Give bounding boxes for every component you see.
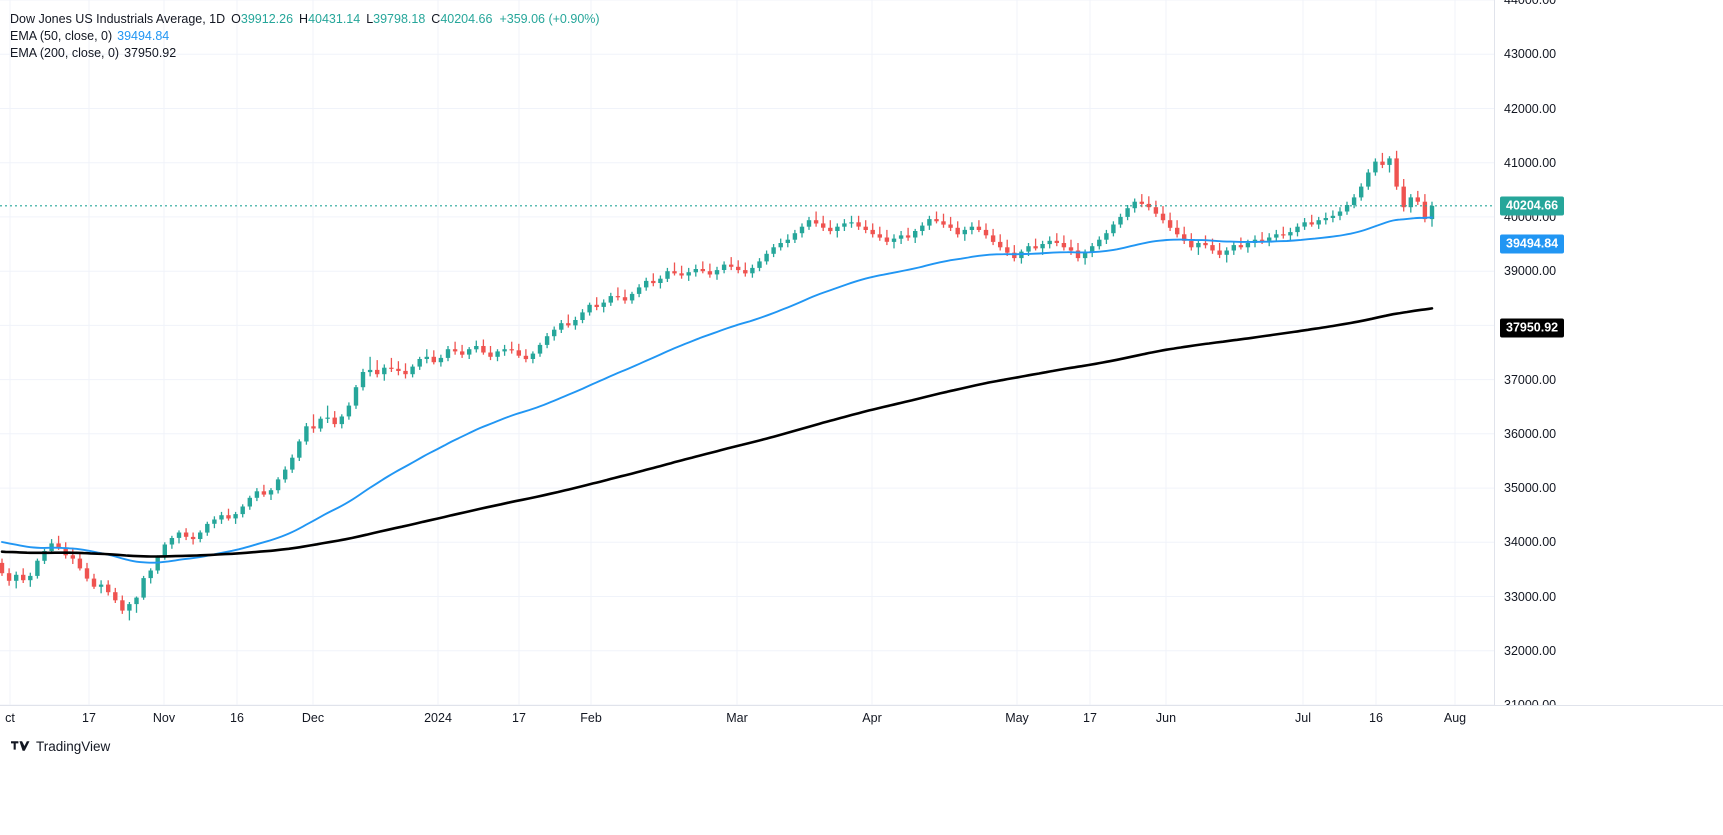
time-tick-label: Jun xyxy=(1155,711,1177,725)
chart-legend: Dow Jones US Industrials Average, 1D O399… xyxy=(10,11,600,62)
time-tick-label: 17 xyxy=(1083,711,1097,725)
price-badge-teal[interactable]: 40204.66 xyxy=(1500,196,1565,216)
ema50-line xyxy=(1,216,1433,564)
time-tick-label: ct xyxy=(5,711,15,725)
price-axis[interactable]: 44000.00 43000.00 42000.00 41000.00 40000.00… xyxy=(1494,0,1723,712)
tradingview-wordmark: TradingView xyxy=(36,739,111,754)
price-badge-blue[interactable]: 39494.84 xyxy=(1500,234,1565,254)
price-tick-label: 33000.00 xyxy=(1504,589,1557,604)
legend-ema50-value: 39494.84 xyxy=(117,29,170,43)
price-tick-label: 44000.00 xyxy=(1504,0,1557,7)
time-tick-label: Aug xyxy=(1443,711,1467,725)
time-tick-label: Mar xyxy=(726,711,748,725)
time-tick-label: 2024 xyxy=(424,711,452,725)
legend-symbol-title: Dow Jones US Industrials Average, 1D xyxy=(10,12,226,26)
time-tick-label: Nov xyxy=(152,711,176,725)
chart-plot-area[interactable] xyxy=(0,0,1494,705)
legend-ema50-label: EMA (50, close, 0) xyxy=(10,29,113,43)
legend-ohlc-low: L39798.18 xyxy=(366,12,426,26)
price-tick-label: 39000.00 xyxy=(1504,264,1557,279)
price-tick-label: 43000.00 xyxy=(1504,47,1557,62)
time-tick-label: Jul xyxy=(1295,711,1311,725)
time-tick-label: Apr xyxy=(862,711,882,725)
legend-row-symbol[interactable]: Dow Jones US Industrials Average, 1D O399… xyxy=(10,11,600,28)
time-tick-label: 16 xyxy=(230,711,244,725)
candlestick-group xyxy=(0,150,1435,621)
tradingview-logo[interactable]: TradingView xyxy=(11,739,110,754)
tradingview-mark-icon xyxy=(11,741,30,751)
chart-footer: TradingView xyxy=(0,733,1723,835)
price-badge-black[interactable]: 37950.92 xyxy=(1500,318,1565,338)
time-tick-label: 17 xyxy=(82,711,96,725)
price-tick-label: 32000.00 xyxy=(1504,643,1557,658)
time-tick-label: Feb xyxy=(580,711,602,725)
legend-change: +359.06 (+0.90%) xyxy=(499,12,600,26)
legend-ohlc-high: H40431.14 xyxy=(299,12,361,26)
price-tick-label: 36000.00 xyxy=(1504,426,1557,441)
time-tick-label: May xyxy=(1005,711,1029,725)
price-tick-label: 35000.00 xyxy=(1504,481,1557,496)
legend-ema200-value: 37950.92 xyxy=(124,46,177,60)
legend-ema200-label: EMA (200, close, 0) xyxy=(10,46,120,60)
time-tick-label: 17 xyxy=(512,711,526,725)
price-tick-label: 41000.00 xyxy=(1504,155,1557,170)
legend-row-ema200[interactable]: EMA (200, close, 0) 37950.92 xyxy=(10,45,600,62)
time-tick-label: Dec xyxy=(301,711,325,725)
price-tick-label: 37000.00 xyxy=(1504,372,1557,387)
time-tick-label: 16 xyxy=(1369,711,1383,725)
ema200-line xyxy=(0,307,1434,558)
price-tick-label: 34000.00 xyxy=(1504,535,1557,550)
time-axis[interactable]: ct 17 Nov 16 Dec 2024 17 Feb Mar Apr May 17 Jun Jul 16… xyxy=(0,705,1723,735)
legend-ohlc-close: C40204.66 xyxy=(431,12,493,26)
legend-ohlc-open: O39912.26 xyxy=(231,12,294,26)
chart-series-layer xyxy=(0,150,1494,621)
chart-gridlines xyxy=(0,0,1494,705)
price-tick-label: 42000.00 xyxy=(1504,101,1557,116)
legend-row-ema50[interactable]: EMA (50, close, 0) 39494.84 xyxy=(10,28,600,45)
